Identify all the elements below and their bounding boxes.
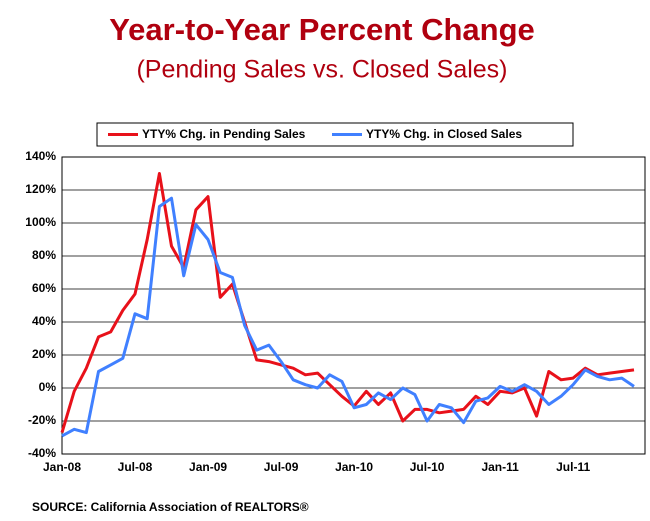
series-line — [61, 196, 635, 438]
y-tick-label: 40% — [32, 314, 56, 328]
legend-label: YTY% Chg. in Closed Sales — [366, 127, 522, 141]
x-tick-label: Jan-11 — [481, 460, 519, 474]
series-line — [60, 172, 635, 434]
chart-title: Year-to-Year Percent Change — [109, 12, 535, 47]
x-tick-label: Jan-09 — [189, 460, 227, 474]
y-tick-label: 100% — [25, 215, 56, 229]
y-tick-label: -40% — [28, 446, 56, 460]
chart-subtitle: (Pending Sales vs. Closed Sales) — [136, 56, 507, 84]
x-tick-label: Jul-09 — [264, 460, 299, 474]
source-note: SOURCE: California Association of REALTO… — [32, 500, 309, 514]
x-tick-label: Jan-08 — [43, 460, 81, 474]
plot-frame — [61, 156, 646, 455]
x-tick-label: Jul-11 — [556, 460, 590, 474]
y-tick-label: -20% — [28, 413, 56, 427]
y-tick-label: 60% — [32, 281, 56, 295]
x-tick-label: Jul-10 — [410, 460, 445, 474]
legend-label: YTY% Chg. in Pending Sales — [142, 127, 306, 141]
x-tick-label: Jul-08 — [118, 460, 153, 474]
y-tick-label: 120% — [25, 182, 56, 196]
y-tick-label: 0% — [39, 380, 57, 394]
y-tick-label: 20% — [32, 347, 56, 361]
x-tick-label: Jan-10 — [335, 460, 373, 474]
y-tick-label: 140% — [25, 149, 56, 163]
y-tick-label: 80% — [32, 248, 56, 262]
